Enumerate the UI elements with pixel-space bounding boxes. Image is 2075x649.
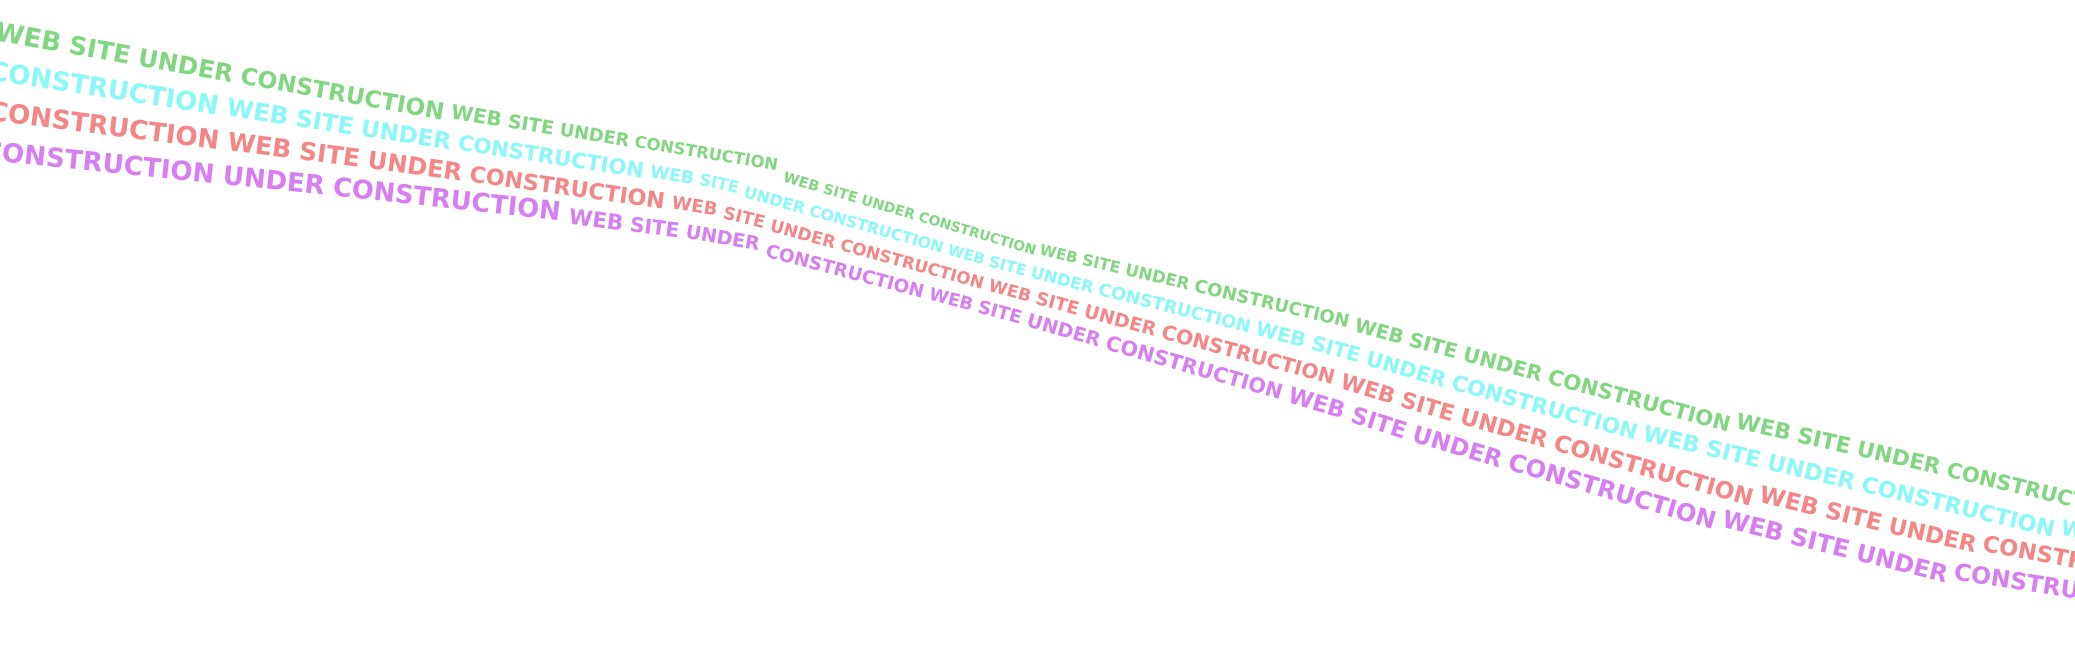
banner-word: WEB [226, 127, 293, 164]
banner-word: SITE [698, 170, 741, 197]
banner-word: WEB [567, 205, 624, 237]
banner-word: WEB [670, 192, 719, 220]
banner-word: SITE [294, 104, 356, 141]
banner-word: WEB [1734, 409, 1794, 446]
banner-word: WEB [449, 100, 503, 132]
banner-word: WEB [649, 163, 695, 189]
banner-word: SITE [298, 136, 362, 173]
banner-word: WEB [225, 93, 291, 131]
banner-word: WEB [1038, 241, 1080, 267]
banner-word: SITE [1080, 250, 1122, 277]
banner-word: SITE [629, 212, 681, 242]
banner-word: SITE [821, 181, 859, 206]
banner-word: SITE [1795, 423, 1853, 459]
banner-line-4: CONSTRUCTION UNDER CONSTRUCTION WEB SITE UNDE… [0, 136, 2075, 617]
banner-word: WEB [0, 17, 63, 58]
banner-word: WEB [781, 170, 821, 196]
banner-word: SITE [506, 110, 555, 139]
banner-word: SITE [67, 30, 133, 70]
banner-word: UNDER [221, 161, 326, 201]
banner-word: SITE [1406, 327, 1460, 363]
banner-word: WEB [927, 285, 975, 316]
banner-word: SITE [1703, 436, 1763, 474]
